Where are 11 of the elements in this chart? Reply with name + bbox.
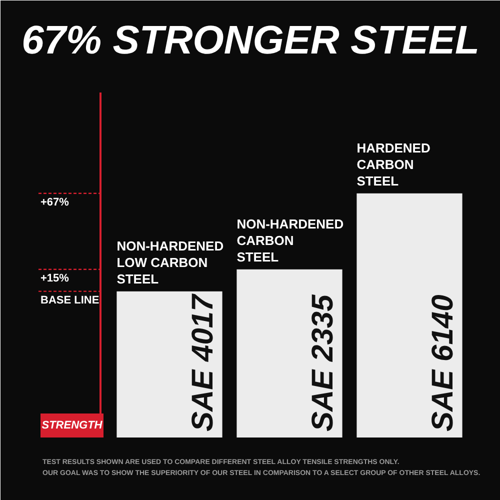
y-axis-title: STRENGTH: [42, 420, 104, 432]
annotation: SAE 2335: [306, 293, 340, 432]
x-tick-label: NON-HARDENED CARBON STEEL: [236, 216, 344, 264]
y-tick-label: +15%: [40, 272, 70, 284]
annotation: SAE 6140: [426, 294, 460, 432]
x-tick-label: NON-HARDENED LOW CARBON STEEL: [116, 238, 224, 286]
annotation: SAE 4017: [186, 293, 220, 432]
chart-title: 67% STRONGER STEEL: [22, 18, 480, 62]
y-tick-label: BASE LINE: [40, 294, 100, 306]
x-tick-label: HARDENED CARBON STEEL: [356, 140, 430, 188]
y-tick-label: +67%: [40, 196, 70, 208]
